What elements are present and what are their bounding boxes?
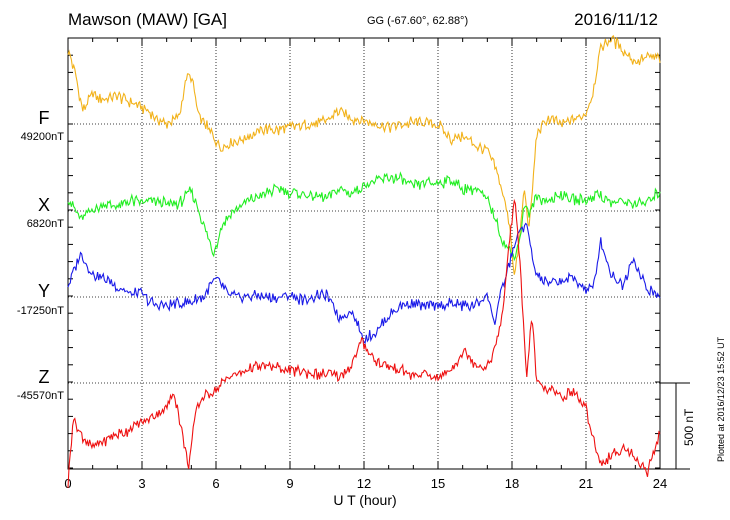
x-axis-label-text: U T (hour) xyxy=(333,492,397,508)
series-line-y xyxy=(67,222,661,345)
series-line-z xyxy=(67,198,661,488)
component-x-letter: X xyxy=(37,195,50,215)
plotted-timestamp: Plotted at 2016/12/23 15:52 UT xyxy=(716,336,726,462)
x-tick-label: 18 xyxy=(505,476,519,491)
component-z-letter: Z xyxy=(38,367,50,387)
x-tick-label: 21 xyxy=(579,476,593,491)
x-tick-label: 9 xyxy=(286,476,293,491)
x-tick-label: 12 xyxy=(357,476,371,491)
component-y-letter: Y xyxy=(37,281,50,301)
x-axis-label: U T (hour) xyxy=(0,492,730,508)
component-y-baseline: -17250nT xyxy=(16,305,64,317)
x-tick-label: 6 xyxy=(212,476,219,491)
x-tick-label: 3 xyxy=(138,476,145,491)
geographic-coords: GG (-67.60°, 62.88°) xyxy=(367,15,469,27)
station-title: Mawson (MAW) [GA] xyxy=(68,10,227,29)
scale-bar-label: 500 nT xyxy=(682,408,696,446)
x-tick-label: 15 xyxy=(431,476,445,491)
plot-date: 2016/11/12 xyxy=(574,10,658,29)
component-f-letter: F xyxy=(38,108,50,128)
component-x-baseline: 6820nT xyxy=(26,218,64,230)
component-f-baseline: 49200nT xyxy=(20,131,64,143)
series-line-f xyxy=(67,34,661,275)
component-z-baseline: -45570nT xyxy=(16,390,64,402)
x-tick-label: 24 xyxy=(653,476,667,491)
series-line-x xyxy=(67,171,661,262)
